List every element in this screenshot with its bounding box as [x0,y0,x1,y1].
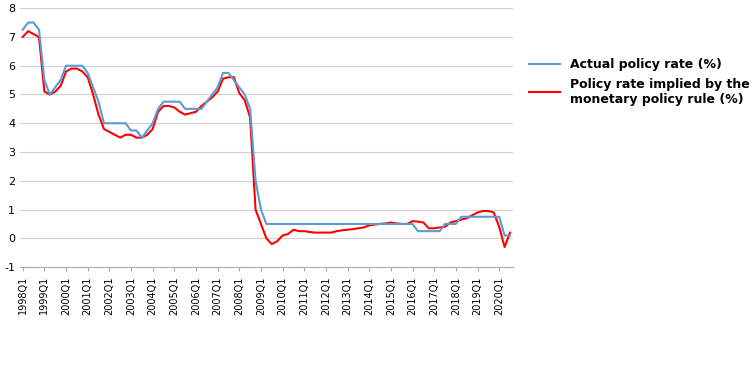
Policy rate implied by the
monetary policy rule (%) [305,230,314,234]
Policy rate implied by the
monetary policy rule (%) [83,75,92,79]
Policy rate implied by the
monetary policy rule (%) [500,245,509,249]
Actual policy rate (%) [435,229,444,233]
Policy rate implied by the
monetary policy rule (%) [148,127,157,131]
Actual policy rate (%) [83,71,92,75]
Actual policy rate (%) [148,121,157,125]
Line: Actual policy rate (%): Actual policy rate (%) [23,23,510,236]
Actual policy rate (%) [305,222,314,226]
Policy rate implied by the
monetary policy rule (%) [23,29,32,33]
Line: Policy rate implied by the
monetary policy rule (%): Policy rate implied by the monetary poli… [23,31,510,247]
Policy rate implied by the
monetary policy rule (%) [505,230,514,235]
Policy rate implied by the
monetary policy rule (%) [137,135,146,140]
Actual policy rate (%) [505,233,514,238]
Actual policy rate (%) [495,214,504,219]
Actual policy rate (%) [137,135,146,140]
Policy rate implied by the
monetary policy rule (%) [435,225,444,230]
Policy rate implied by the
monetary policy rule (%) [495,224,504,229]
Actual policy rate (%) [500,233,509,238]
Legend: Actual policy rate (%), Policy rate implied by the
monetary policy rule (%): Actual policy rate (%), Policy rate impl… [524,53,754,111]
Policy rate implied by the
monetary policy rule (%) [18,35,27,39]
Actual policy rate (%) [23,20,32,25]
Actual policy rate (%) [18,27,27,32]
